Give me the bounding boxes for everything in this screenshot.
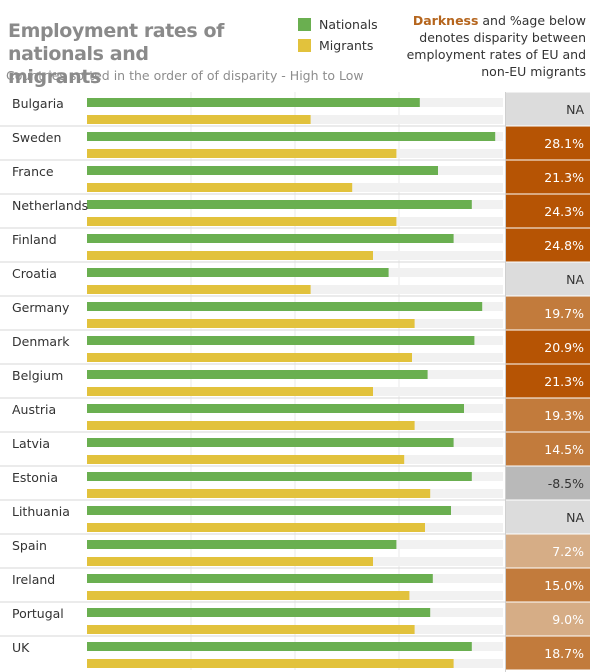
country-label: Austria <box>12 402 56 417</box>
bar-nationals-latvia <box>87 438 454 447</box>
disparity-label: 20.9% <box>544 340 584 355</box>
disparity-cell <box>506 364 590 398</box>
legend-swatch-migrants <box>298 38 311 52</box>
disparity-cell <box>506 126 590 160</box>
country-label: Lithuania <box>12 504 70 519</box>
disparity-label: 15.0% <box>544 578 584 593</box>
disparity-label: 19.3% <box>544 408 584 423</box>
country-label: Croatia <box>12 266 57 281</box>
note-highlight: Darkness <box>412 13 479 28</box>
disparity-cell <box>506 636 590 670</box>
disparity-label: 21.3% <box>544 374 584 389</box>
disparity-label: 7.2% <box>552 544 584 559</box>
bar-migrants-estonia <box>87 489 431 498</box>
bar-nationals-france <box>87 166 438 175</box>
country-label: Spain <box>12 538 47 553</box>
country-label: Latvia <box>12 436 50 451</box>
disparity-cell <box>506 330 590 364</box>
chart-title: Employment rates of nationals and migran… <box>8 20 225 88</box>
note-text: and %age below denotes disparity between… <box>406 13 586 79</box>
disparity-label: 19.7% <box>544 306 584 321</box>
disparity-cell <box>506 228 590 262</box>
bar-migrants-spain <box>87 557 373 566</box>
disparity-cell <box>506 262 590 296</box>
bar-nationals-finland <box>87 234 454 243</box>
chart-subtitle: Countries sorted in the order of of disp… <box>6 68 364 83</box>
country-label: Finland <box>12 232 57 247</box>
disparity-label: 21.3% <box>544 170 584 185</box>
country-label: Netherlands <box>12 198 88 213</box>
bar-migrants-ireland <box>87 591 410 600</box>
bar-migrants-denmark <box>87 353 412 362</box>
disparity-cell <box>506 398 590 432</box>
bar-nationals-spain <box>87 540 397 549</box>
bar-migrants-latvia <box>87 455 405 464</box>
bar-nationals-austria <box>87 404 464 413</box>
disparity-label: NA <box>566 272 584 287</box>
disparity-label: 9.0% <box>552 612 584 627</box>
bar-nationals-croatia <box>87 268 389 277</box>
bar-migrants-netherlands <box>87 217 397 226</box>
bar-migrants-lithuania <box>87 523 425 532</box>
disparity-cell <box>506 534 590 568</box>
bar-migrants-portugal <box>87 625 415 634</box>
country-label: Bulgaria <box>12 96 64 111</box>
bar-nationals-portugal <box>87 608 431 617</box>
disparity-label: NA <box>566 102 584 117</box>
legend-swatch-nationals <box>298 17 311 31</box>
disparity-label: 24.3% <box>544 204 584 219</box>
bar-nationals-netherlands <box>87 200 472 209</box>
bar-nationals-uk <box>87 642 472 651</box>
disparity-note: Darkness and %age below denotes disparit… <box>386 12 586 80</box>
disparity-cell <box>506 160 590 194</box>
bar-nationals-belgium <box>87 370 428 379</box>
bar-nationals-lithuania <box>87 506 451 515</box>
country-label: Germany <box>12 300 70 315</box>
disparity-cell <box>506 296 590 330</box>
bar-migrants-finland <box>87 251 373 260</box>
disparity-cell <box>506 500 590 534</box>
legend-label-nationals: Nationals <box>319 16 378 32</box>
country-label: Ireland <box>12 572 55 587</box>
legend-item-nationals[interactable]: Nationals <box>298 16 378 32</box>
bar-migrants-germany <box>87 319 415 328</box>
disparity-label: -8.5% <box>548 476 584 491</box>
disparity-label: NA <box>566 510 584 525</box>
country-label: Sweden <box>12 130 61 145</box>
bar-migrants-bulgaria <box>87 115 311 124</box>
country-label: Portugal <box>12 606 64 621</box>
country-label: UK <box>12 640 30 655</box>
country-label: Belgium <box>12 368 63 383</box>
disparity-label: 18.7% <box>544 646 584 661</box>
bar-migrants-uk <box>87 659 454 668</box>
bar-nationals-germany <box>87 302 483 311</box>
legend-item-migrants[interactable]: Migrants <box>298 37 373 53</box>
country-label: France <box>12 164 54 179</box>
disparity-cell <box>506 194 590 228</box>
legend-label-migrants: Migrants <box>319 37 374 53</box>
bar-nationals-ireland <box>87 574 433 583</box>
bar-migrants-croatia <box>87 285 311 294</box>
bar-nationals-sweden <box>87 132 496 141</box>
bar-migrants-france <box>87 183 353 192</box>
bar-nationals-estonia <box>87 472 472 481</box>
disparity-label: 24.8% <box>544 238 584 253</box>
disparity-cell <box>506 432 590 466</box>
disparity-label: 28.1% <box>544 136 584 151</box>
disparity-label: 14.5% <box>544 442 584 457</box>
bar-migrants-belgium <box>87 387 373 396</box>
bar-migrants-austria <box>87 421 415 430</box>
disparity-cell <box>506 602 590 636</box>
bar-migrants-sweden <box>87 149 397 158</box>
disparity-cell <box>506 466 590 500</box>
bar-nationals-bulgaria <box>87 98 420 107</box>
disparity-cell <box>506 92 590 126</box>
disparity-cell <box>506 568 590 602</box>
bar-nationals-denmark <box>87 336 475 345</box>
country-label: Denmark <box>12 334 70 349</box>
country-label: Estonia <box>12 470 58 485</box>
